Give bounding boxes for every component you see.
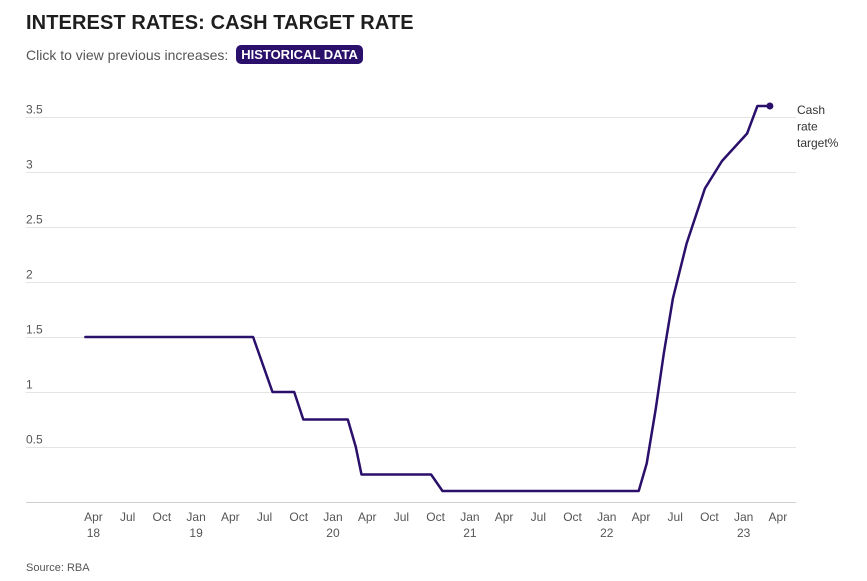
x-tick-label: Oct: [289, 510, 308, 524]
x-tick-label: Apr: [769, 510, 788, 524]
y-tick-label: 3: [26, 158, 33, 172]
x-year-label: 21: [463, 526, 477, 540]
x-tick-label: Jan: [323, 510, 342, 524]
y-tick-label: 2.5: [26, 213, 43, 227]
series-layer: Cash rate target%: [84, 102, 839, 493]
x-tick-label: Jan: [460, 510, 479, 524]
series-end-point: [766, 102, 774, 110]
x-tick-label: Jul: [120, 510, 135, 524]
y-tick-label: 2: [26, 268, 33, 282]
x-axis-ticks: Apr 18 Jul Oct Jan 19 Apr Jul Oct Jan 20 Apr Jul Oct J…: [84, 510, 787, 540]
x-tick-label: Apr: [632, 510, 651, 524]
x-tick-label: Jan: [186, 510, 205, 524]
x-year-label: 20: [326, 526, 340, 540]
y-axis-ticks: 0.5 1 1.5 2 2.5 3 3.5: [26, 103, 43, 447]
historical-data-button[interactable]: HISTORICAL DATA: [236, 45, 363, 64]
x-tick-label: Apr: [358, 510, 377, 524]
line-chart: 0.5 1 1.5 2 2.5 3 3.5 Apr 18 Jul Oct Jan 19 Apr Jul Oc…: [26, 102, 839, 540]
x-tick-label: Apr: [495, 510, 514, 524]
x-tick-label: Oct: [426, 510, 445, 524]
x-tick-label: Apr: [84, 510, 103, 524]
y-tick-label: 3.5: [26, 103, 43, 117]
x-tick-label: Oct: [153, 510, 172, 524]
x-tick-label: Oct: [563, 510, 582, 524]
x-year-label: 18: [87, 526, 101, 540]
x-tick-label: Apr: [221, 510, 240, 524]
x-tick-label: Jan: [597, 510, 616, 524]
grid-lines: [26, 117, 796, 503]
x-tick-label: Jul: [394, 510, 409, 524]
series-end-label: target%: [797, 136, 839, 150]
y-tick-label: 1: [26, 378, 33, 392]
x-tick-label: Oct: [700, 510, 719, 524]
x-year-label: 23: [737, 526, 751, 540]
y-tick-label: 0.5: [26, 433, 43, 447]
source-note: Source: RBA: [26, 562, 90, 574]
x-tick-label: Jul: [668, 510, 683, 524]
chart-subtitle: Click to view previous increases: HISTOR…: [26, 45, 363, 64]
x-year-label: 19: [189, 526, 203, 540]
x-tick-label: Jul: [257, 510, 272, 524]
subtitle-text: Click to view previous increases:: [26, 47, 229, 63]
series-line-cash-rate: [84, 104, 772, 493]
series-end-label: Cash: [797, 103, 825, 117]
x-tick-label: Jul: [531, 510, 546, 524]
x-year-label: 22: [600, 526, 614, 540]
series-end-label: rate: [797, 120, 818, 134]
x-tick-label: Jan: [734, 510, 753, 524]
y-tick-label: 1.5: [26, 323, 43, 337]
chart-title: INTEREST RATES: CASH TARGET RATE: [26, 12, 414, 34]
